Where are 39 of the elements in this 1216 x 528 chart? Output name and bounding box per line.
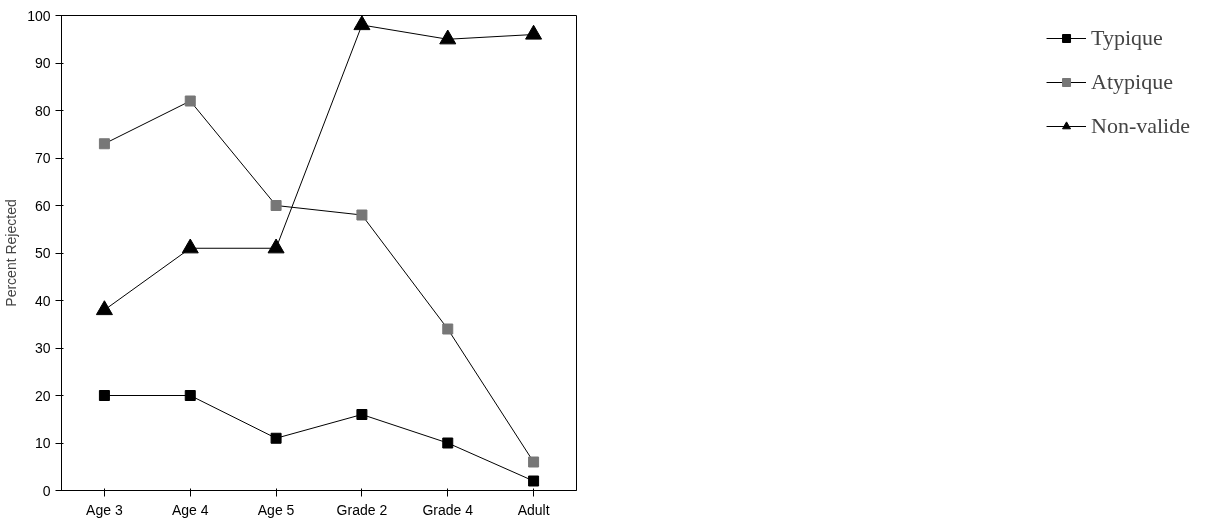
y-tick-label: 60 [34,197,51,214]
y-axis-title: Percent Rejected [3,199,20,307]
point [98,138,110,150]
point [356,409,368,420]
point [267,238,285,254]
point [184,95,196,107]
point [525,24,543,40]
y-tick-label: 100 [27,7,51,24]
x-tick-label: Grade 4 [422,501,474,518]
y-tick-label: 0 [42,482,51,499]
y-tick-label: 80 [34,102,51,119]
point [181,238,199,254]
x-tick-label: Age 3 [86,501,123,518]
y-tick-label: 20 [34,387,51,404]
point [270,200,282,211]
point [528,475,540,487]
y-tick-label: 30 [34,340,51,356]
point [98,390,110,401]
point [442,323,454,335]
point [95,300,113,316]
point [270,432,282,444]
legend-label: Typique [1091,25,1163,51]
x-tick-label: Adult [517,501,550,518]
point [439,29,457,45]
y-tick-label: 40 [34,292,51,309]
point [353,15,371,31]
x-tick-label: Age 5 [257,501,295,518]
x-tick-label: Age 4 [171,501,209,518]
legend-label: Atypique [1091,69,1173,95]
y-tick-label: 50 [34,245,51,261]
point [442,437,454,449]
point [184,390,196,401]
y-tick-label: 10 [34,435,51,451]
x-tick-label: Grade 2 [336,501,388,518]
legend-label: Non-valide [1091,113,1190,139]
point [528,456,540,468]
y-tick-label: 70 [34,150,51,166]
point [356,209,368,221]
y-tick-label: 90 [34,55,51,71]
